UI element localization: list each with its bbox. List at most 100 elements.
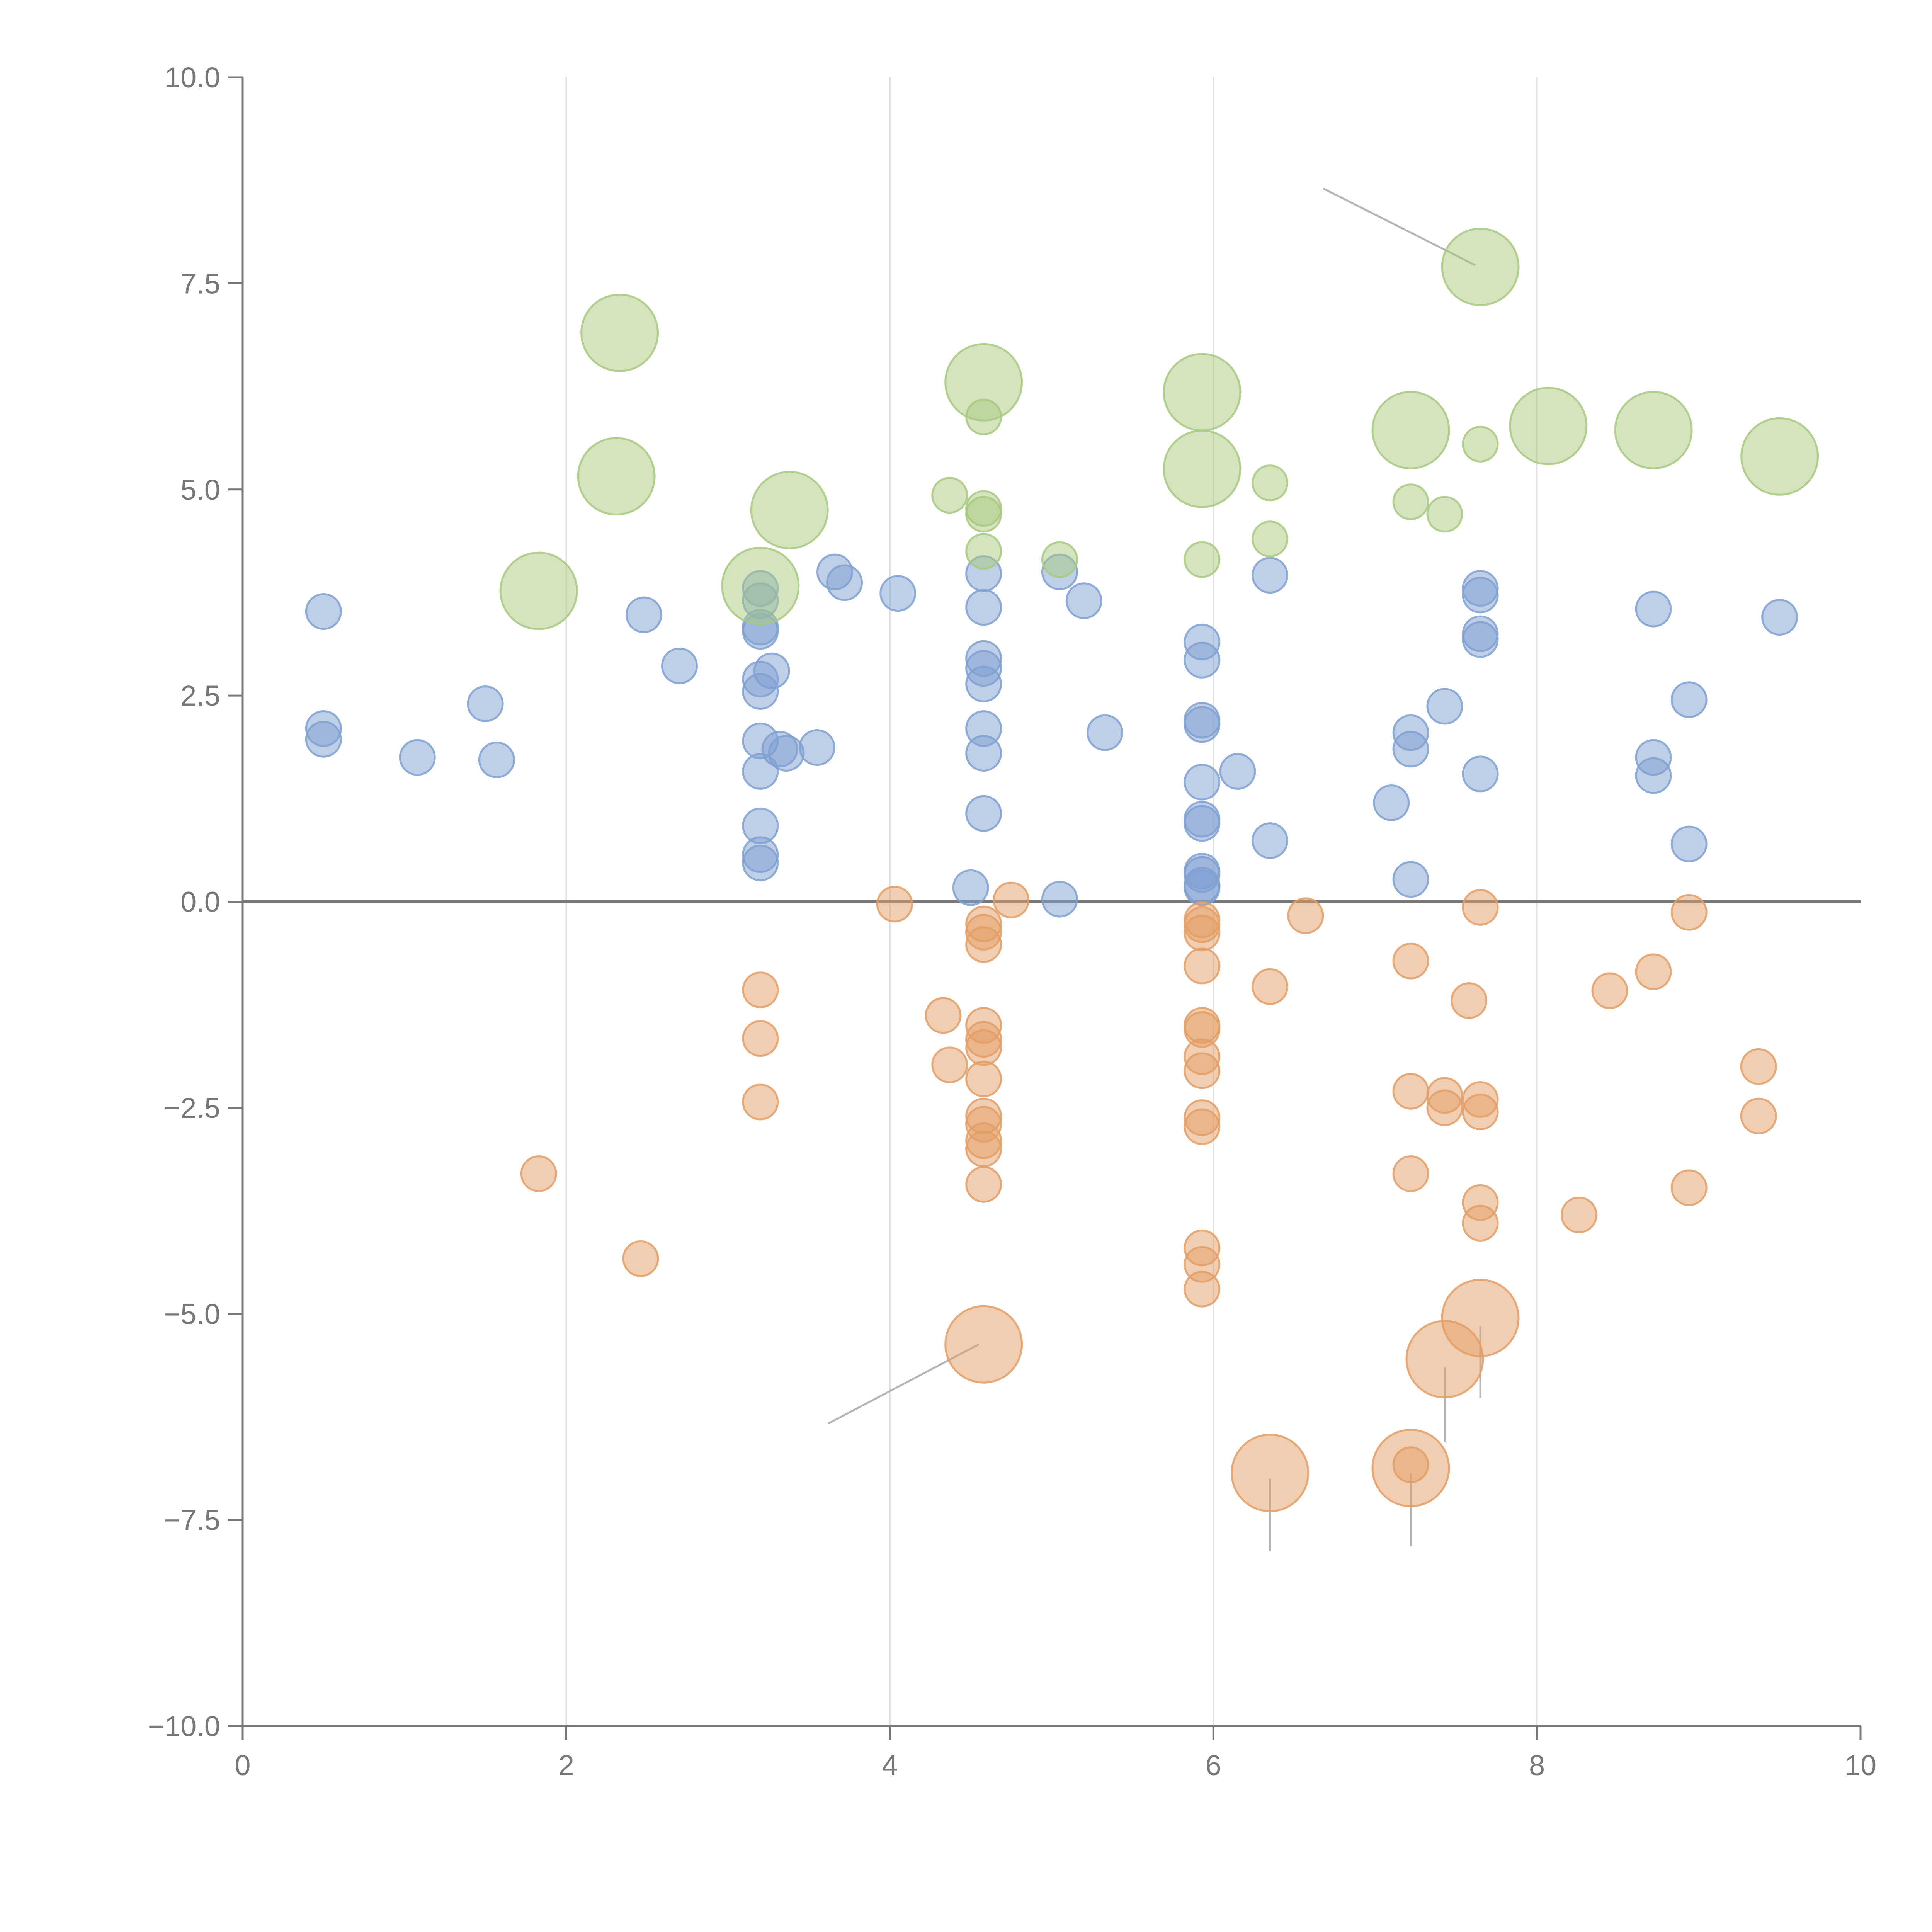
data-point-blue: [1635, 590, 1672, 628]
data-point-orange: [925, 997, 962, 1034]
data-point-orange: [1740, 1048, 1777, 1085]
data-point-green: [1614, 391, 1693, 469]
data-point-blue: [1462, 621, 1499, 658]
data-point-blue: [1462, 577, 1499, 614]
data-point-green: [944, 343, 1023, 422]
data-point-green: [1163, 429, 1242, 508]
data-point-blue: [305, 721, 342, 758]
data-point-blue: [1219, 753, 1256, 790]
y-tick-label: −2.5: [164, 1092, 220, 1124]
data-point-green: [750, 471, 829, 549]
data-point-orange: [1462, 1094, 1499, 1131]
data-point-green: [1462, 425, 1499, 463]
data-point-blue: [965, 589, 1002, 626]
data-point-blue: [1184, 641, 1221, 679]
data-point-orange: [965, 926, 1002, 963]
data-point-green: [1740, 417, 1819, 496]
y-tick-label: −10.0: [148, 1710, 220, 1742]
data-point-blue: [1252, 557, 1289, 594]
data-point-green: [499, 551, 578, 630]
data-points-layer: [305, 228, 1819, 1512]
data-point-orange: [1184, 1052, 1221, 1089]
data-point-blue: [1761, 599, 1798, 636]
data-point-blue: [467, 685, 504, 722]
data-point-orange: [1392, 942, 1429, 980]
data-point-green: [580, 293, 659, 372]
data-point-orange: [1287, 897, 1324, 934]
data-point-blue: [1392, 861, 1429, 898]
data-point-orange: [1184, 915, 1221, 952]
data-point-orange: [993, 881, 1030, 918]
data-point-blue: [879, 575, 917, 612]
data-point-orange: [1405, 1320, 1484, 1399]
data-point-orange: [965, 1029, 1002, 1066]
data-point-blue: [798, 729, 835, 766]
data-point-blue: [965, 665, 1002, 702]
x-tick-label: 4: [882, 1749, 898, 1781]
data-point-orange: [1392, 1155, 1429, 1192]
data-point-blue: [742, 844, 779, 881]
data-point-orange: [1451, 982, 1488, 1019]
y-tick-label: 10.0: [165, 61, 220, 94]
data-point-orange: [1184, 1270, 1221, 1308]
data-point-blue: [965, 795, 1002, 832]
data-point-green: [965, 496, 1002, 533]
data-point-orange: [520, 1155, 557, 1192]
data-point-green: [1371, 391, 1450, 469]
data-point-orange: [742, 1020, 779, 1057]
data-point-blue: [661, 647, 698, 684]
data-point-orange: [1462, 1205, 1499, 1242]
x-tick-label: 0: [235, 1749, 250, 1781]
data-point-orange: [1371, 1429, 1450, 1507]
data-point-orange: [742, 971, 779, 1009]
data-point-blue: [1041, 881, 1078, 918]
y-tick-label: 7.5: [180, 267, 220, 299]
y-tick-label: 0.0: [180, 886, 220, 918]
data-point-blue: [753, 652, 790, 689]
data-point-blue: [1252, 822, 1289, 859]
data-point-blue: [1635, 757, 1672, 794]
tick-label-layer: −10.0 −7.5 −5.0 −2.5 0.0 2.5 5.0 7.5 10.0 0 2 4 6 8 10: [148, 61, 1876, 1781]
data-point-green: [1392, 483, 1429, 520]
data-point-green: [1426, 496, 1463, 533]
data-point-orange: [965, 1060, 1002, 1097]
y-tick-label: −7.5: [164, 1504, 220, 1536]
data-point-blue: [1670, 681, 1708, 718]
data-point-blue: [768, 735, 805, 772]
x-tick-label: 2: [558, 1749, 574, 1781]
data-point-orange: [1231, 1434, 1310, 1512]
data-point-blue: [399, 739, 436, 776]
data-point-orange: [931, 1046, 968, 1083]
data-point-green: [931, 477, 968, 514]
data-point-blue: [1184, 869, 1221, 906]
data-point-orange: [876, 886, 913, 923]
data-point-green: [1252, 464, 1289, 502]
y-tick-label: 5.0: [180, 474, 220, 506]
data-point-green: [1184, 541, 1221, 578]
y-tick-label: −5.0: [164, 1298, 220, 1330]
data-point-green: [1163, 353, 1242, 432]
data-point-orange: [622, 1240, 659, 1277]
x-tick-label: 6: [1206, 1749, 1221, 1781]
data-point-blue: [1392, 731, 1429, 768]
data-point-blue: [1184, 764, 1221, 801]
data-point-orange: [1635, 953, 1672, 990]
data-point-blue: [625, 596, 662, 633]
data-point-green: [1441, 228, 1520, 306]
data-point-blue: [305, 593, 342, 630]
data-point-orange: [1670, 894, 1708, 931]
y-tick-label: 2.5: [180, 680, 220, 712]
data-point-orange: [1392, 1073, 1429, 1110]
data-point-orange: [1740, 1097, 1777, 1134]
x-tick-label: 8: [1529, 1749, 1545, 1781]
data-point-blue: [478, 742, 515, 779]
data-point-blue: [965, 735, 1002, 772]
data-point-orange: [965, 1166, 1002, 1203]
data-point-orange: [944, 1305, 1023, 1384]
data-point-green: [577, 437, 656, 516]
data-point-green: [1252, 520, 1289, 558]
data-point-orange: [1252, 968, 1289, 1005]
data-point-orange: [1560, 1196, 1597, 1233]
